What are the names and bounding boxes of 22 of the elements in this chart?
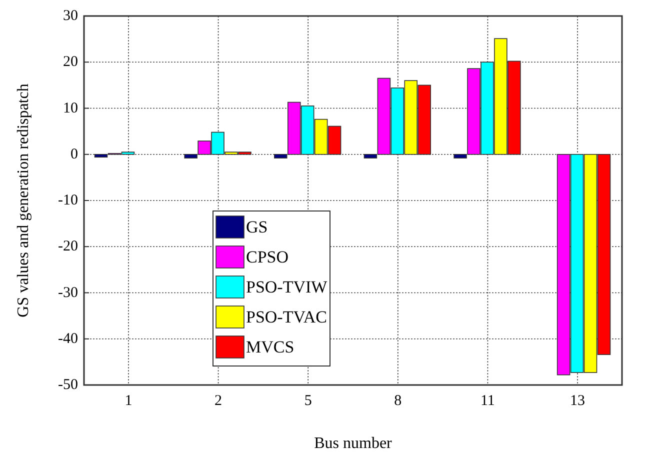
x-tick-label: 11 <box>480 393 495 409</box>
y-tick-label: -40 <box>58 330 78 347</box>
legend-label: GS <box>246 218 268 236</box>
legend-label: PSO-TVIW <box>246 278 328 296</box>
y-tick-label: -20 <box>58 238 78 255</box>
x-tick-label: 5 <box>304 393 312 409</box>
x-tick-label: 8 <box>394 393 402 409</box>
y-tick-label: -10 <box>58 192 78 208</box>
x-tick-label: 13 <box>570 393 586 409</box>
x-tick-label: 1 <box>124 393 132 409</box>
legend-label: PSO-TVAC <box>246 308 327 326</box>
x-axis-title: Bus number <box>314 435 393 452</box>
y-tick-label: -50 <box>58 377 78 393</box>
y-tick-label: 30 <box>63 8 78 24</box>
legend-label: MVCS <box>246 338 294 356</box>
y-tick-label: 10 <box>63 100 78 116</box>
y-tick-label: -30 <box>58 284 78 301</box>
y-axis-title: GS values and generation redispatch <box>15 84 32 318</box>
y-tick-label: 20 <box>63 54 78 70</box>
y-tick-label: 0 <box>70 146 78 162</box>
x-tick-label: 2 <box>214 393 222 409</box>
legend-label: CPSO <box>246 248 289 266</box>
